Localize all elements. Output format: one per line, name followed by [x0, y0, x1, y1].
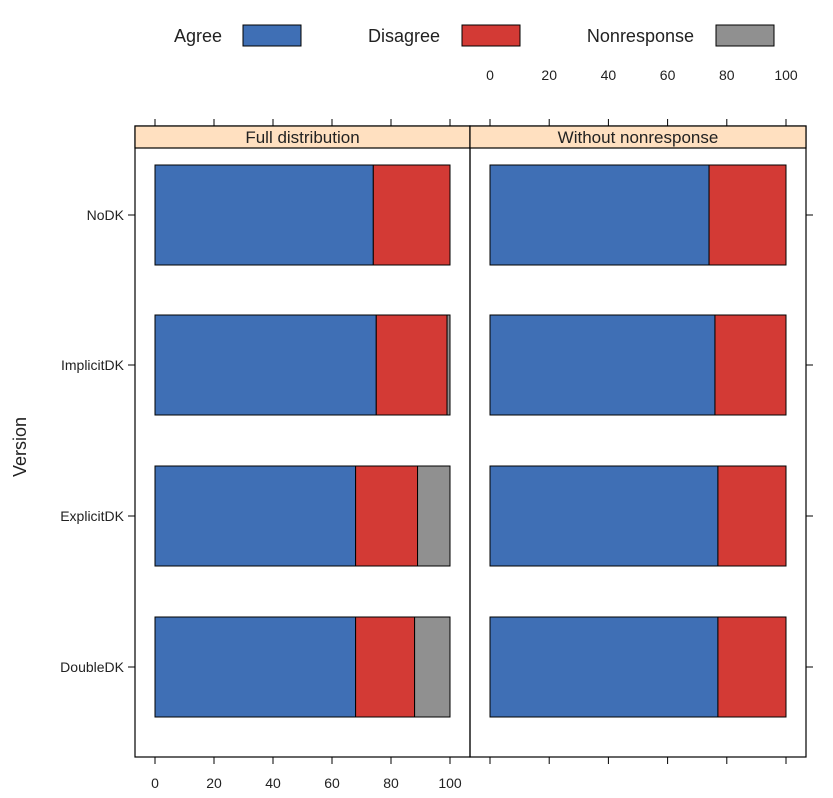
x-tick-label-without-nonresponse-100: 100	[774, 67, 798, 83]
bar-full-distribution-implicitdk-disagree	[375, 314, 448, 416]
x-tick-label-without-nonresponse-80: 80	[719, 67, 735, 83]
bar-without-nonresponse-implicitdk-agree	[489, 314, 716, 416]
legend-item-disagree: Disagree	[368, 24, 521, 47]
category-label-doubledk: DoubleDK	[60, 659, 124, 675]
bar-without-nonresponse-explicitdk-agree	[489, 465, 719, 567]
x-tick-label-without-nonresponse-0: 0	[486, 67, 494, 83]
x-tick-label-full-distribution-100: 100	[438, 775, 462, 791]
panel-full-distribution: Full distribution 0 20 40 60 80 100	[134, 119, 471, 791]
category-labels: NoDK ImplicitDK ExplicitDK DoubleDK	[60, 207, 813, 675]
legend: Agree Disagree Nonresponse	[174, 24, 775, 47]
x-tick-label-without-nonresponse-20: 20	[541, 67, 557, 83]
bar-full-distribution-nodk-agree	[154, 164, 374, 266]
strip-label-full-distribution: Full distribution	[245, 128, 359, 147]
x-tick-label-full-distribution-60: 60	[324, 775, 340, 791]
bar-without-nonresponse-doubledk-agree	[489, 616, 719, 718]
bar-without-nonresponse-nodk-disagree	[708, 164, 787, 266]
x-tick-label-full-distribution-80: 80	[383, 775, 399, 791]
legend-label-nonresponse: Nonresponse	[587, 26, 694, 46]
legend-label-agree: Agree	[174, 26, 222, 46]
panel-without-nonresponse: Without nonresponse 0 20 40 60 80 100	[469, 67, 807, 764]
bar-without-nonresponse-nodk-agree	[489, 164, 710, 266]
bar-without-nonresponse-implicitdk-disagree	[714, 314, 787, 416]
bar-full-distribution-implicitdk-nonresponse	[446, 314, 451, 416]
x-tick-label-full-distribution-0: 0	[151, 775, 159, 791]
bar-full-distribution-doubledk-disagree	[355, 616, 416, 718]
bar-without-nonresponse-explicitdk-disagree	[717, 465, 787, 567]
strip-label-without-nonresponse: Without nonresponse	[558, 128, 719, 147]
x-tick-label-full-distribution-40: 40	[265, 775, 281, 791]
bar-full-distribution-doubledk-agree	[154, 616, 357, 718]
x-tick-label-without-nonresponse-40: 40	[601, 67, 617, 83]
legend-item-nonresponse: Nonresponse	[587, 24, 775, 47]
legend-swatch-disagree	[461, 24, 521, 47]
x-tick-label-full-distribution-20: 20	[206, 775, 222, 791]
bar-full-distribution-doubledk-nonresponse	[414, 616, 451, 718]
legend-swatch-agree	[242, 24, 302, 47]
bar-full-distribution-explicitdk-agree	[154, 465, 357, 567]
category-label-nodk: NoDK	[87, 207, 125, 223]
bar-without-nonresponse-doubledk-disagree	[717, 616, 787, 718]
y-axis-title: Version	[10, 417, 30, 477]
x-tick-label-without-nonresponse-60: 60	[660, 67, 676, 83]
legend-item-agree: Agree	[174, 24, 302, 47]
x-axis-without-nonresponse: 0 20 40 60 80 100	[486, 67, 798, 764]
category-label-explicitdk: ExplicitDK	[60, 508, 124, 524]
strip-without-nonresponse	[469, 125, 807, 149]
category-label-implicitdk: ImplicitDK	[61, 357, 125, 373]
bar-full-distribution-explicitdk-disagree	[355, 465, 419, 567]
legend-swatch-nonresponse	[715, 24, 775, 47]
x-axis-full-distribution: 0 20 40 60 80 100	[151, 119, 462, 791]
bar-full-distribution-implicitdk-agree	[154, 314, 377, 416]
bar-full-distribution-nodk-disagree	[372, 164, 451, 266]
bar-full-distribution-explicitdk-nonresponse	[417, 465, 451, 567]
legend-label-disagree: Disagree	[368, 26, 440, 46]
